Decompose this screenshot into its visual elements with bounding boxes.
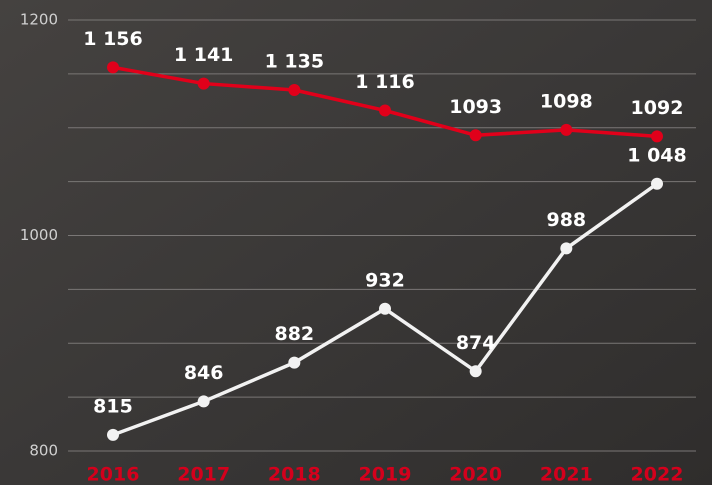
y-tick-label: 1200	[20, 11, 58, 29]
point	[651, 178, 663, 190]
point	[198, 78, 210, 90]
x-tick-label: 2016	[87, 464, 140, 485]
point	[288, 357, 300, 369]
point	[198, 395, 210, 407]
chart: 800 1000 1200 2016 2017 2018 2019 2020 2021 2022 1…	[0, 0, 712, 485]
value-label: 1 116	[355, 71, 415, 93]
x-tick-label: 2018	[268, 464, 321, 485]
x-tick-label: 2019	[359, 464, 412, 485]
y-tick-label: 800	[29, 442, 58, 460]
value-label: 882	[274, 323, 314, 345]
point	[470, 365, 482, 377]
value-label: 874	[456, 332, 496, 354]
x-tick-label: 2022	[631, 464, 684, 485]
value-label: 1 135	[265, 51, 325, 73]
value-label: 1 141	[174, 44, 234, 66]
value-label: 1092	[631, 97, 684, 119]
point	[379, 303, 391, 315]
y-tick-label: 1000	[20, 226, 58, 244]
point	[470, 129, 482, 141]
point	[288, 84, 300, 96]
value-label: 1 048	[627, 144, 687, 166]
value-label: 1 156	[83, 28, 143, 50]
x-tick-label: 2020	[449, 464, 502, 485]
value-label: 1098	[540, 90, 593, 112]
point	[560, 242, 572, 254]
value-label: 815	[93, 395, 133, 417]
point	[107, 61, 119, 73]
x-tick-label: 2021	[540, 464, 593, 485]
value-label: 1093	[449, 96, 502, 118]
point	[107, 429, 119, 441]
value-label: 988	[546, 209, 586, 231]
value-label: 932	[365, 269, 405, 291]
point	[651, 130, 663, 142]
x-tick-label: 2017	[177, 464, 230, 485]
point	[379, 105, 391, 117]
value-label: 846	[184, 362, 224, 384]
point	[560, 124, 572, 136]
